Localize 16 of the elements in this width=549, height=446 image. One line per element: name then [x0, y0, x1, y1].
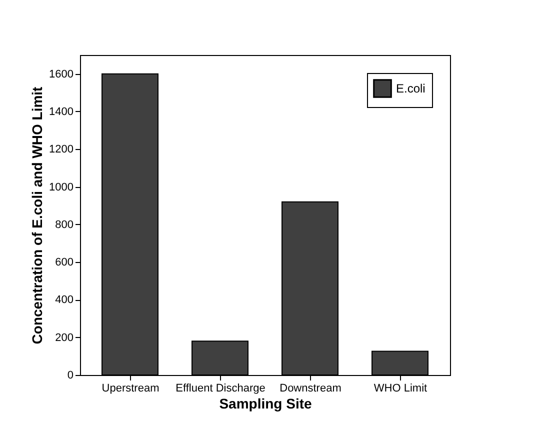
x-tick-label: Uperstream — [102, 382, 160, 394]
y-tick-label: 200 — [55, 332, 74, 344]
y-tick-label: 1000 — [49, 181, 74, 194]
y-tick-label: 400 — [55, 294, 74, 306]
x-tick-label: WHO Limit — [374, 382, 428, 394]
legend-label: E.coli — [396, 82, 426, 96]
y-tick-label: 1400 — [49, 106, 74, 118]
y-tick-label: 1600 — [49, 68, 74, 80]
x-tick-label: Effluent Discharge — [176, 382, 266, 394]
y-tick-label: 0 — [67, 370, 74, 382]
y-axis-title: Concentration of E.coli and WHO Limit — [29, 86, 46, 344]
y-tick-label: 800 — [55, 218, 74, 231]
x-axis-title: Sampling Site — [219, 396, 312, 412]
x-tick-label: Downstream — [280, 382, 342, 394]
y-tick-label: 600 — [55, 256, 74, 269]
y-tick-label: 1200 — [49, 144, 74, 156]
